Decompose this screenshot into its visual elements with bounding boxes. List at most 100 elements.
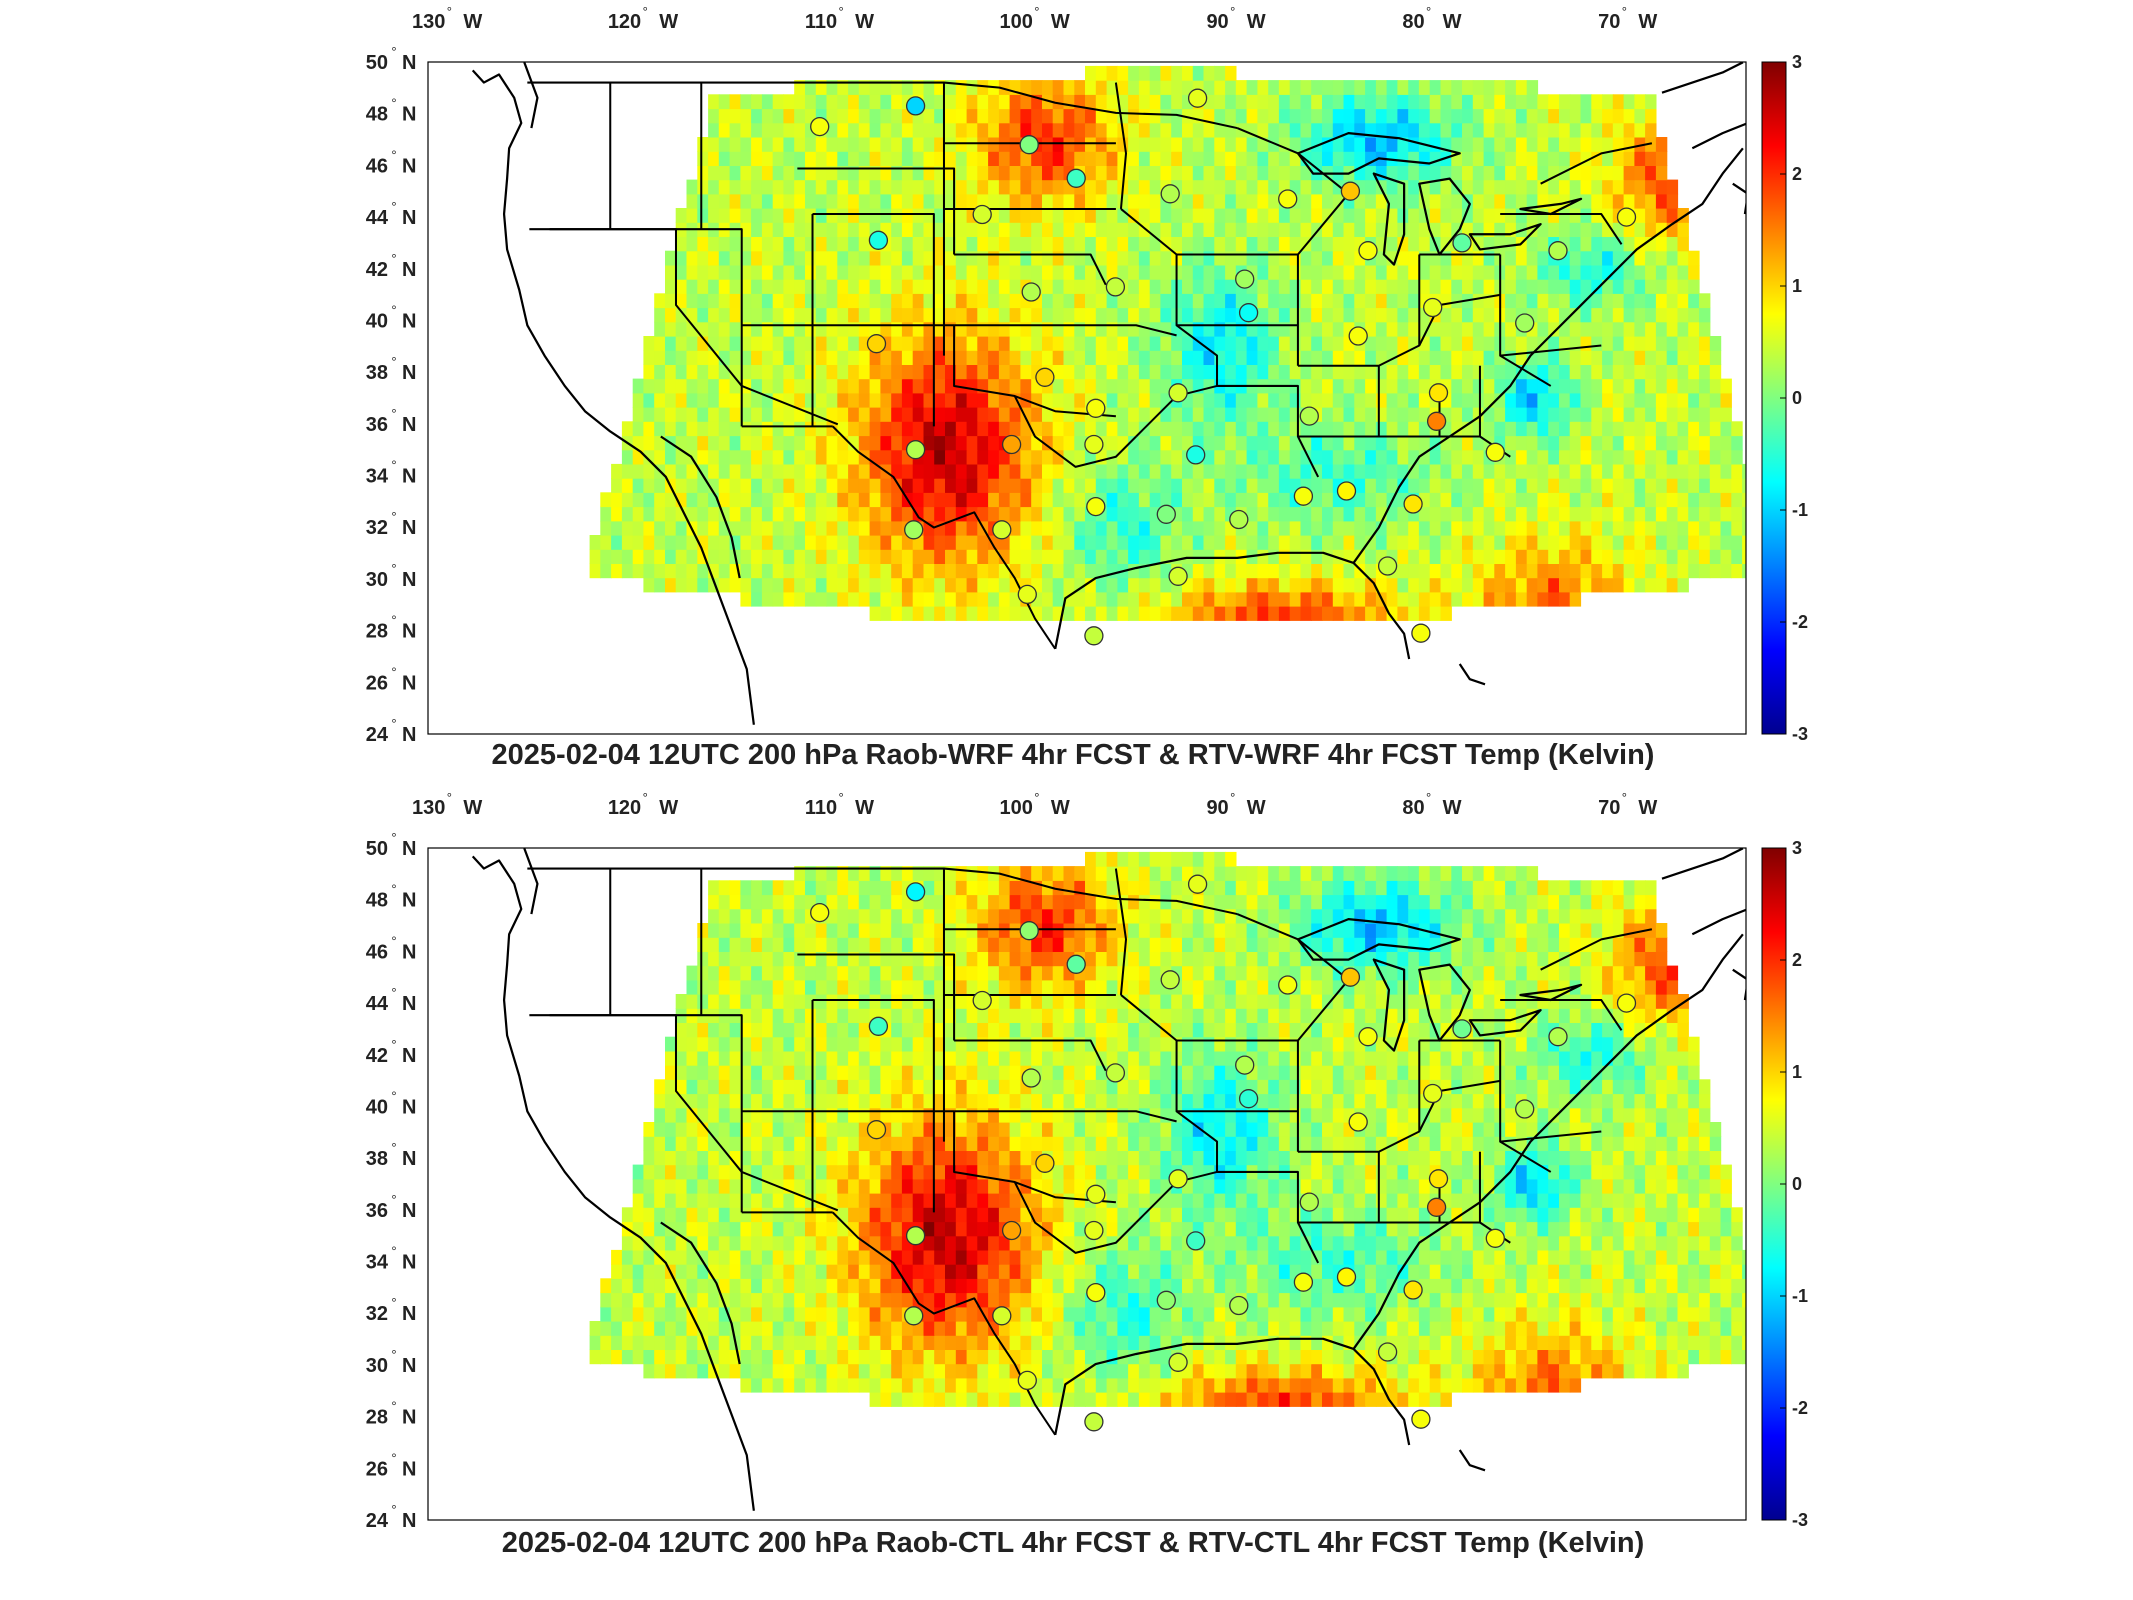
field-cell (772, 364, 785, 380)
field-cell (794, 492, 806, 508)
field-cell (923, 1363, 935, 1379)
field-cell (1602, 250, 1614, 266)
field-cell (643, 1363, 655, 1379)
field-cell (1138, 577, 1151, 593)
field-cell (643, 563, 655, 579)
field-cell (1311, 1292, 1323, 1308)
field-cell (988, 378, 1000, 394)
field-cell (1268, 364, 1280, 380)
field-cell (912, 392, 925, 408)
field-cell (1332, 549, 1345, 564)
field-cell (1322, 378, 1334, 394)
field-cell (1020, 307, 1032, 323)
field-cell (783, 1349, 795, 1365)
field-cell (1634, 250, 1646, 266)
field-cell (1031, 1349, 1043, 1365)
field-cell (1440, 193, 1452, 209)
field-cell (1149, 1392, 1162, 1407)
field-cell (1429, 563, 1442, 579)
field-cell (1742, 1306, 1746, 1322)
field-cell (1278, 1321, 1291, 1336)
field-cell (1278, 364, 1291, 380)
field-cell (1042, 80, 1054, 95)
field-cell (1580, 1306, 1592, 1322)
field-cell (837, 1249, 849, 1265)
field-cell (1311, 563, 1323, 579)
field-cell (1138, 1264, 1151, 1279)
field-cell (1677, 1335, 1689, 1350)
field-cell (1472, 506, 1485, 522)
field-cell (1709, 1264, 1722, 1279)
field-cell (1634, 535, 1646, 550)
field-cell (697, 392, 709, 408)
field-cell (1483, 1377, 1495, 1393)
field-cell (643, 435, 655, 451)
field-cell (1483, 279, 1495, 294)
field-cell (1645, 336, 1657, 351)
field-cell (1666, 264, 1679, 280)
field-cell (761, 1335, 774, 1350)
field-cell (632, 1221, 645, 1237)
field-cell (1462, 1349, 1474, 1365)
field-cell (1106, 1306, 1118, 1322)
field-cell (794, 151, 806, 166)
field-cell (1429, 577, 1442, 593)
field-cell (1429, 463, 1442, 479)
field-cell (1375, 94, 1388, 110)
field-cell (1440, 1264, 1452, 1279)
field-cell (1300, 392, 1312, 408)
field-cell (708, 236, 720, 252)
field-cell (783, 293, 795, 309)
field-cell (1031, 506, 1043, 522)
field-cell (1645, 421, 1657, 437)
field-cell (1289, 1235, 1302, 1251)
station-marker (1616, 207, 1637, 227)
field-cell (837, 137, 849, 152)
field-cell (1138, 1278, 1151, 1294)
field-cell (1278, 421, 1291, 437)
field-cell (1451, 193, 1463, 209)
field-cell (805, 307, 817, 323)
field-cell (1548, 535, 1560, 550)
field-cell (1494, 1264, 1506, 1279)
field-cell (1117, 478, 1129, 493)
field-cell (1677, 378, 1689, 394)
field-cell (1418, 122, 1431, 138)
field-cell (665, 535, 677, 550)
field-cell (1580, 165, 1592, 181)
field-cell (1537, 364, 1549, 380)
field-cell (837, 463, 849, 479)
field-cell (1515, 378, 1528, 394)
field-cell (891, 606, 903, 621)
field-cell (945, 307, 957, 323)
field-cell (1214, 336, 1226, 351)
field-cell (1515, 1335, 1528, 1350)
field-cell (1278, 179, 1291, 195)
field-cell (1666, 1363, 1679, 1379)
field-cell (1257, 535, 1269, 550)
field-cell (1085, 1264, 1097, 1279)
field-cell (1418, 577, 1431, 593)
colorbar-tick-label: -3 (1792, 724, 1808, 744)
field-cell (1182, 137, 1194, 152)
field-cell (1472, 392, 1485, 408)
field-cell (1063, 606, 1075, 621)
field-cell (1235, 563, 1248, 579)
field-cell (1526, 80, 1539, 95)
field-cell (1311, 179, 1323, 195)
field-cell (729, 449, 741, 465)
field-cell (923, 392, 935, 408)
field-cell (1505, 1306, 1517, 1322)
field-cell (1332, 1335, 1345, 1350)
field-cell (632, 1306, 645, 1322)
field-cell (1182, 264, 1194, 280)
field-cell (1408, 1377, 1420, 1393)
field-cell (901, 137, 914, 152)
field-cell (1343, 577, 1355, 593)
field-cell (945, 392, 957, 408)
field-cell (1311, 435, 1323, 451)
field-cell (1225, 478, 1237, 493)
field-cell (837, 165, 849, 181)
field-cell (837, 1335, 849, 1350)
field-cell (1322, 407, 1334, 422)
